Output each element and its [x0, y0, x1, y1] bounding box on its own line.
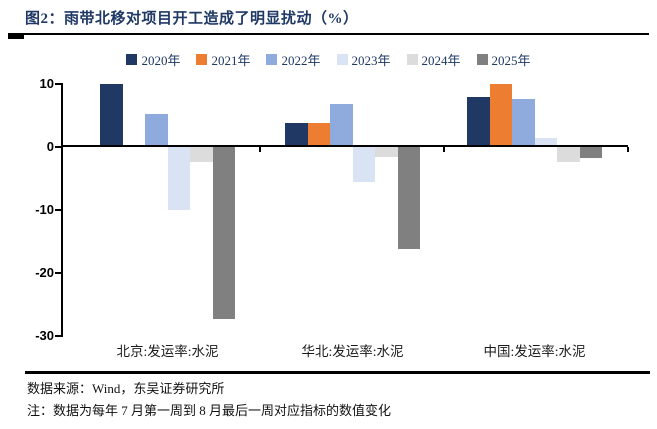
legend-swatch-icon	[266, 54, 278, 65]
bar-2021-north-china	[307, 122, 330, 147]
category-label-beijing: 北京:发运率:水泥	[116, 344, 219, 359]
legend-item-2023: 2023年	[336, 50, 391, 69]
bar-2022-north-china	[330, 103, 353, 147]
bar-2021-china	[489, 83, 512, 147]
bar-2025-beijing	[212, 146, 235, 320]
legend-item-2020: 2020年	[126, 50, 180, 69]
title-rule-accent	[8, 33, 24, 39]
bar-2020-beijing	[100, 83, 123, 147]
y-axis-tick	[55, 208, 61, 211]
x-axis-line	[61, 145, 628, 147]
legend-swatch-icon	[196, 54, 208, 65]
legend-item-2022: 2022年	[266, 50, 321, 69]
y-axis-tick-label: -10	[35, 201, 54, 217]
legend-label: 2020年	[141, 53, 181, 68]
y-axis-tick	[55, 271, 61, 274]
legend-item-2025: 2025年	[476, 50, 531, 69]
bar-2020-china	[467, 97, 490, 147]
legend-swatch-icon	[126, 54, 138, 65]
y-axis-tick-label: -20	[35, 264, 54, 280]
category-label-china: 中国:发运率:水泥	[483, 344, 586, 359]
figure-title: 图2：雨带北移对项目开工造成了明显扰动（%）	[25, 11, 359, 27]
bar-2023-north-china	[352, 146, 375, 182]
legend-label: 2025年	[491, 53, 531, 68]
legend-swatch-icon	[476, 54, 488, 65]
legend-swatch-icon	[406, 54, 418, 65]
footer-rule	[25, 371, 650, 374]
title-rule	[8, 33, 649, 35]
y-axis-line	[61, 83, 63, 337]
bar-2025-china	[579, 146, 602, 158]
bar-2022-beijing	[145, 114, 168, 147]
data-note: 注：数据为每年 7 月第一周到 8 月最后一周对应指标的数值变化	[27, 403, 392, 418]
legend-label: 2021年	[211, 53, 251, 68]
y-axis-tick	[55, 82, 61, 85]
x-axis-tick	[259, 147, 261, 152]
y-axis-tick	[55, 334, 61, 337]
x-axis-tick	[443, 147, 445, 152]
bar-2025-north-china	[397, 146, 420, 249]
bar-2024-beijing	[190, 146, 213, 163]
x-axis-tick	[627, 147, 629, 152]
chart-legend: 2020年 2021年 2022年 2023年 2024年 2025年	[0, 50, 657, 69]
bar-2024-china	[557, 146, 580, 163]
legend-item-2021: 2021年	[196, 50, 250, 69]
y-axis-tick	[55, 145, 61, 148]
y-axis-tick-label: 10	[39, 75, 54, 91]
data-source: 数据来源：Wind，东吴证券研究所	[27, 381, 225, 396]
y-axis-tick-label: 0	[46, 138, 54, 154]
legend-label: 2024年	[421, 53, 461, 68]
bar-2023-beijing	[167, 146, 190, 210]
bar-2020-north-china	[285, 122, 308, 147]
bar-2024-north-china	[375, 146, 398, 158]
legend-swatch-icon	[336, 54, 348, 65]
category-label-north-china: 华北:发运率:水泥	[301, 344, 404, 359]
legend-item-2024: 2024年	[406, 50, 461, 69]
legend-label: 2023年	[351, 53, 391, 68]
bar-2023-china	[534, 137, 557, 147]
y-axis-tick-label: -30	[35, 327, 54, 343]
legend-label: 2022年	[281, 53, 321, 68]
bar-2022-china	[512, 99, 535, 147]
